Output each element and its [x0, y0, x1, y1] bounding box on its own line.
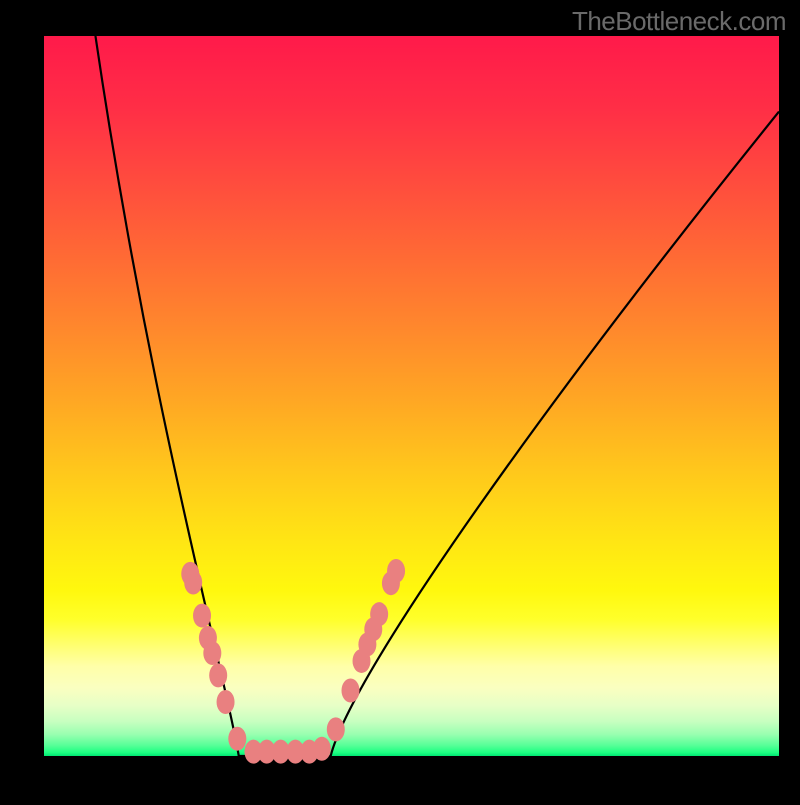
- marker-point: [217, 690, 235, 714]
- watermark-text: TheBottleneck.com: [572, 6, 786, 37]
- marker-point: [370, 602, 388, 626]
- marker-point: [209, 663, 227, 687]
- marker-point: [313, 737, 331, 761]
- marker-point: [387, 559, 405, 583]
- marker-point: [203, 641, 221, 665]
- marker-point: [184, 570, 202, 594]
- chart-container: TheBottleneck.com: [0, 0, 800, 800]
- marker-point: [341, 678, 359, 702]
- bottleneck-chart: [0, 0, 800, 800]
- plot-background: [44, 36, 779, 756]
- marker-point: [228, 727, 246, 751]
- marker-point: [193, 604, 211, 628]
- marker-point: [327, 717, 345, 741]
